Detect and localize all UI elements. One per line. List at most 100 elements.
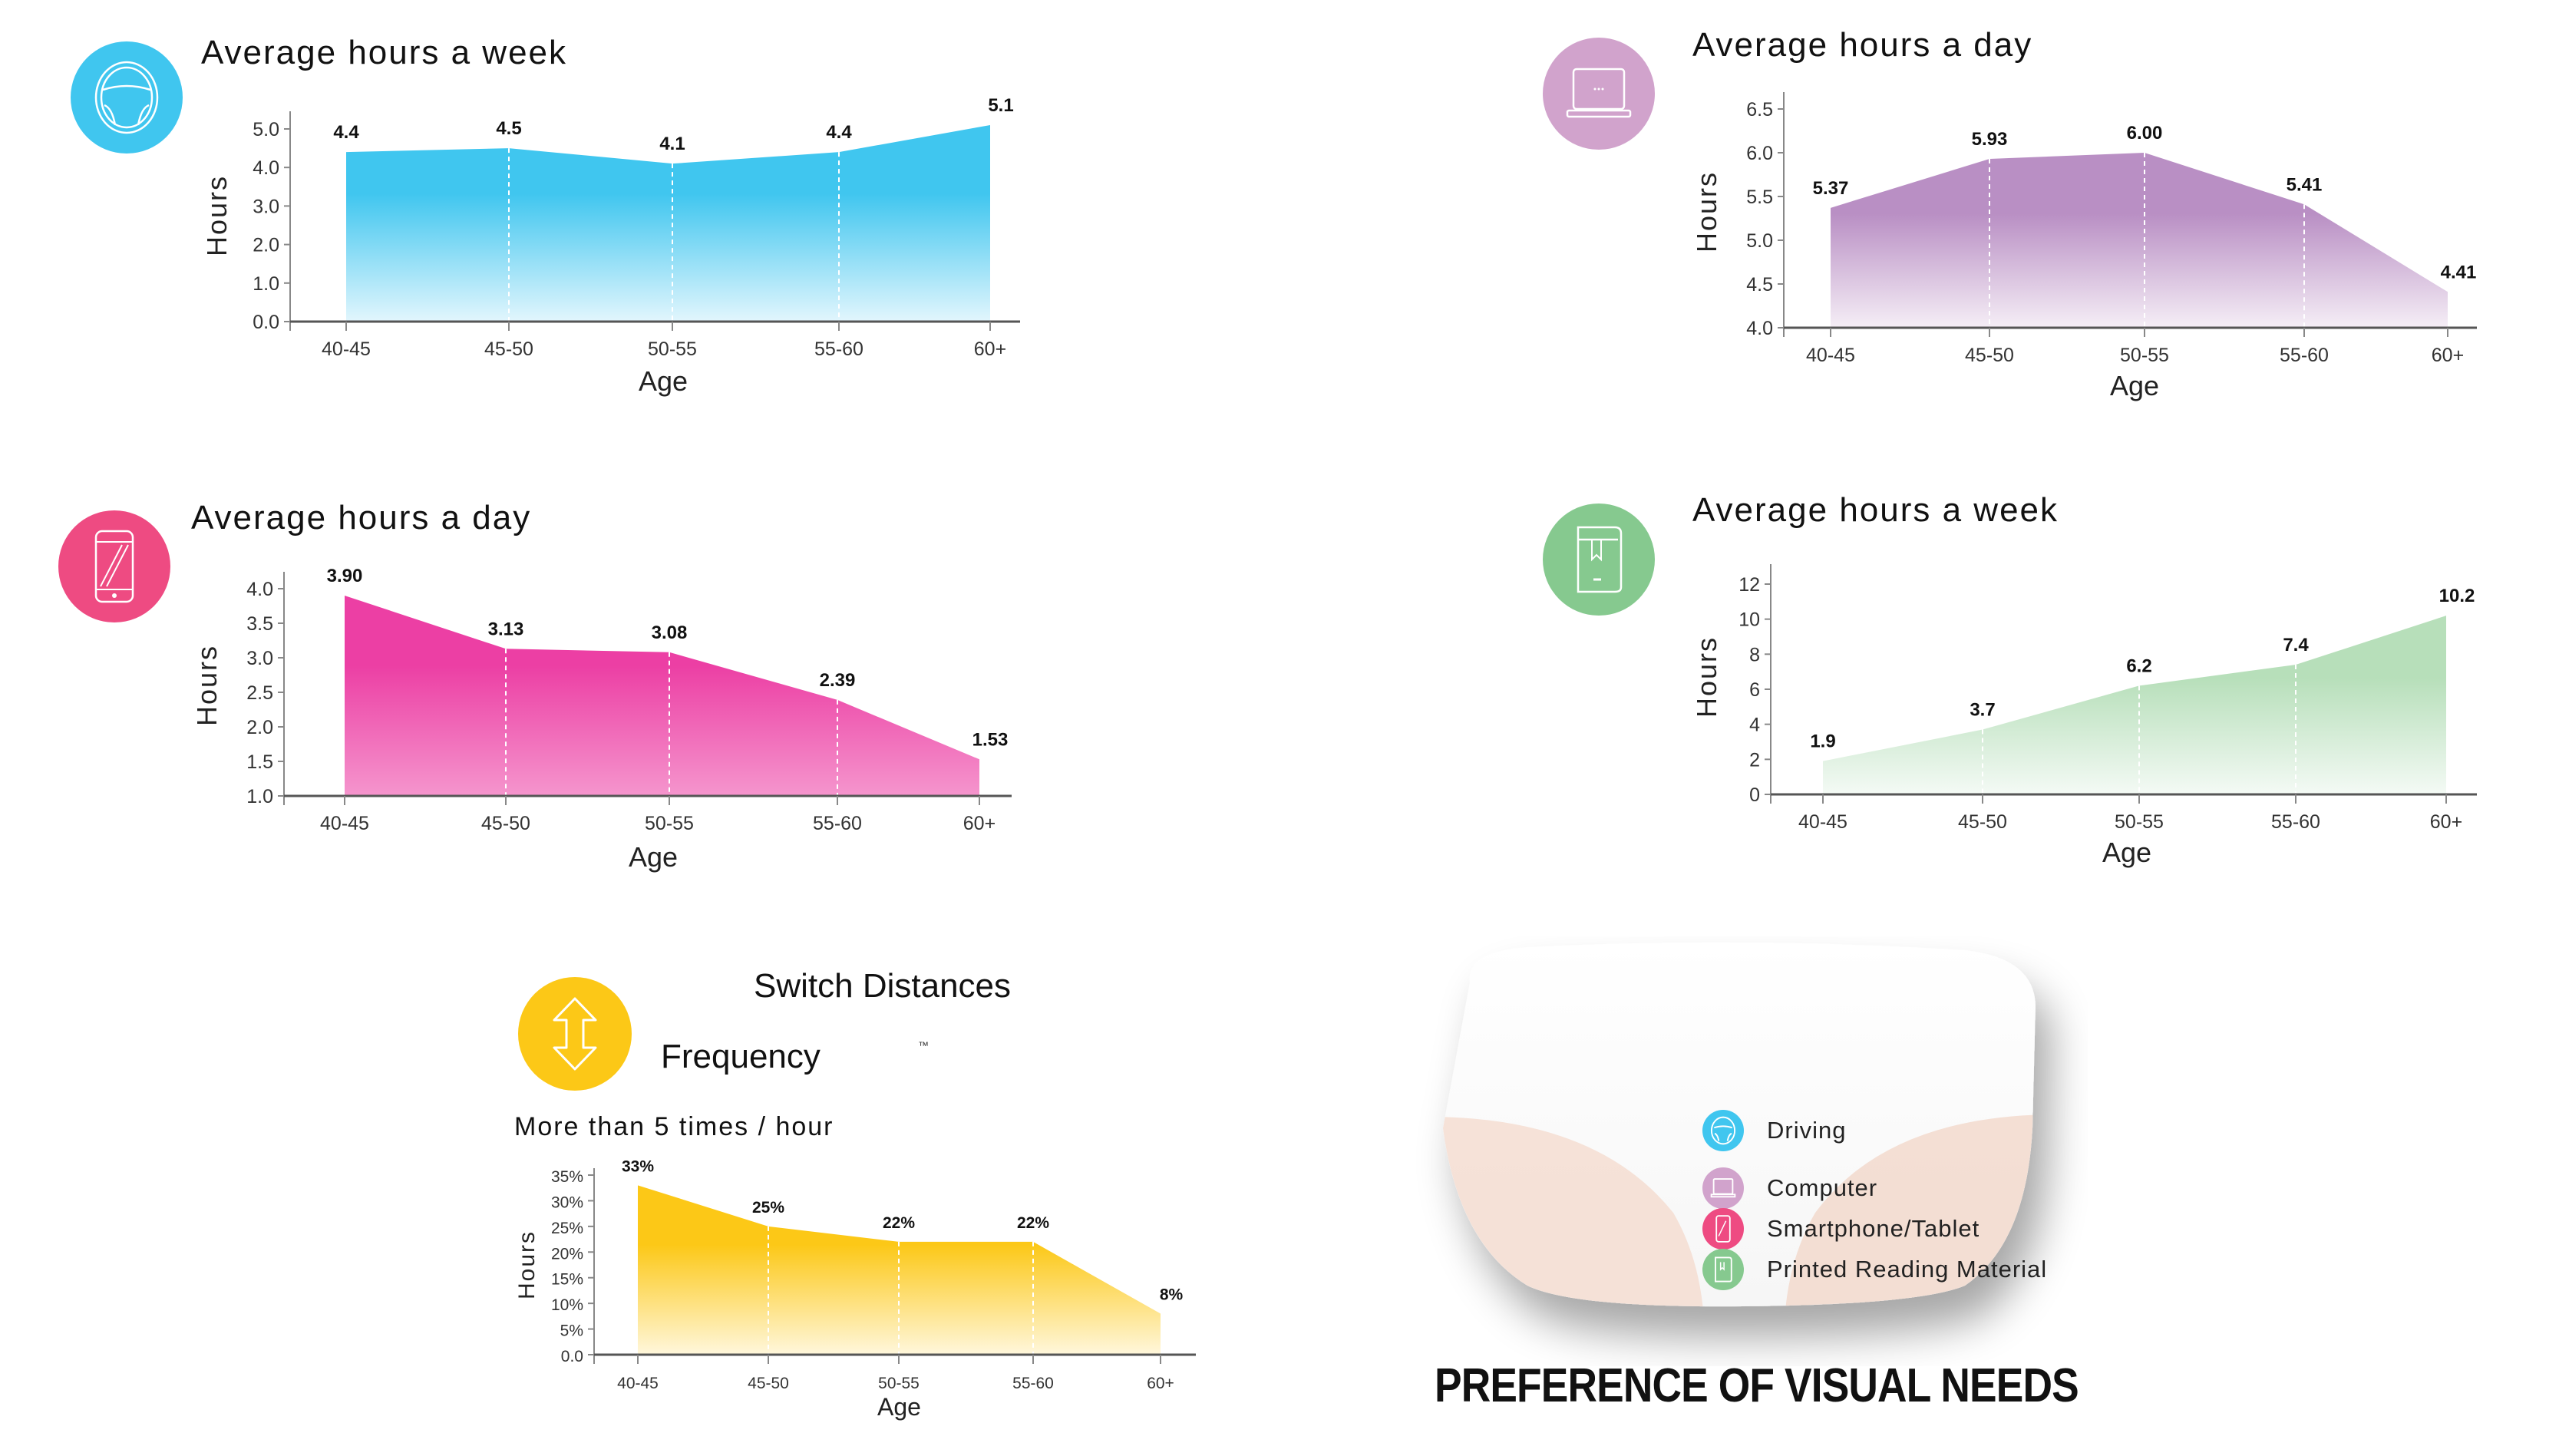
y-tick-label: 1.5 <box>246 751 273 773</box>
y-tick-label: 30% <box>551 1194 583 1211</box>
x-tick-label: 55-60 <box>2271 811 2320 833</box>
data-value-label: 4.5 <box>496 118 521 139</box>
data-value-label: 8% <box>1160 1286 1184 1304</box>
y-tick-label: 4.5 <box>1746 274 1773 295</box>
smartphone-x-axis-title: Age <box>629 841 679 873</box>
legend-item-reading: Printed Reading Material <box>1702 1249 2047 1290</box>
y-tick-label: 20% <box>551 1245 583 1263</box>
legend-item-computer: Computer <box>1702 1167 1877 1209</box>
x-tick-label: 60+ <box>2430 811 2462 833</box>
data-value-label: 3.90 <box>327 566 363 586</box>
y-tick-label: 5.0 <box>253 119 279 140</box>
y-tick-label: 12 <box>1738 574 1760 596</box>
trademark-symbol: ™ <box>918 1039 929 1052</box>
data-value-label: 33% <box>622 1157 654 1175</box>
x-tick-label: 60+ <box>1147 1375 1174 1392</box>
book-icon <box>1577 526 1623 593</box>
y-tick-label: 5% <box>560 1322 583 1340</box>
x-tick-label: 60+ <box>963 813 996 834</box>
data-value-label: 7.4 <box>2283 635 2309 655</box>
data-value-label: 3.08 <box>652 622 688 643</box>
switch-chart-subtitle: Frequency <box>661 1038 821 1075</box>
y-tick-label: 1.0 <box>253 273 279 295</box>
data-value-label: 1.9 <box>1810 731 1835 752</box>
y-tick-label: 4.0 <box>246 579 273 600</box>
vertical-arrows-icon <box>553 997 597 1071</box>
data-value-label: 5.93 <box>1972 129 2008 150</box>
book-icon <box>1715 1256 1732 1283</box>
data-value-label: 22% <box>1017 1214 1049 1232</box>
data-value-label: 4.1 <box>659 134 685 154</box>
smartphone-chart-title: Average hours a day <box>191 499 532 537</box>
legend-driving-dot <box>1702 1110 1744 1151</box>
x-tick-label: 40-45 <box>320 813 369 834</box>
data-value-label: 5.37 <box>1813 178 1849 199</box>
reading-area <box>1823 616 2446 794</box>
y-tick-label: 10 <box>1738 609 1760 631</box>
data-value-label: 4.41 <box>2441 262 2477 282</box>
smartphone-icon <box>1715 1215 1731 1243</box>
y-tick-label: 6.5 <box>1746 99 1773 121</box>
x-tick-label: 60+ <box>974 338 1006 360</box>
driving-chart-title: Average hours a week <box>201 34 568 71</box>
x-tick-label: 50-55 <box>878 1375 920 1392</box>
data-value-label: 4.4 <box>333 122 359 143</box>
steering-wheel-icon <box>1710 1116 1736 1145</box>
x-tick-label: 50-55 <box>648 338 697 360</box>
smartphone-icon-circle <box>58 510 170 622</box>
data-value-label: 22% <box>883 1214 915 1232</box>
laptop-icon <box>1566 68 1632 118</box>
legend-computer-dot <box>1702 1167 1744 1209</box>
legend-label-smartphone: Smartphone/Tablet <box>1767 1215 1980 1242</box>
x-tick-label: 50-55 <box>2120 345 2169 366</box>
lens-illustration <box>1443 942 2036 1307</box>
x-tick-label: 55-60 <box>1012 1375 1054 1392</box>
y-tick-label: 10% <box>551 1296 583 1314</box>
y-tick-label: 4.0 <box>253 157 279 179</box>
y-tick-label: 0.0 <box>561 1348 583 1365</box>
y-tick-label: 25% <box>551 1220 583 1237</box>
y-tick-label: 5.5 <box>1746 187 1773 208</box>
data-value-label: 10.2 <box>2439 586 2475 606</box>
smartphone-icon <box>94 530 134 603</box>
y-tick-label: 0 <box>1749 784 1760 806</box>
computer-icon-circle <box>1543 38 1655 150</box>
legend-reading-dot <box>1702 1249 1744 1290</box>
y-tick-label: 2.0 <box>253 235 279 256</box>
y-tick-label: 15% <box>551 1271 583 1289</box>
legend-label-computer: Computer <box>1767 1174 1878 1201</box>
legend-item-driving: Driving <box>1702 1110 1846 1151</box>
driving-icon-circle <box>71 41 183 154</box>
computer-x-axis-title: Age <box>2110 370 2160 401</box>
reading-chart-title: Average hours a week <box>1692 491 2059 529</box>
reading-x-axis-title: Age <box>2102 837 2152 868</box>
x-tick-label: 45-50 <box>1965 345 2014 366</box>
legend-smartphone-dot <box>1702 1208 1744 1250</box>
x-tick-label: 40-45 <box>617 1375 659 1392</box>
y-tick-label: 6 <box>1749 679 1760 701</box>
data-value-label: 3.7 <box>1970 700 1995 721</box>
data-value-label: 5.1 <box>988 95 1013 116</box>
y-tick-label: 8 <box>1749 644 1760 665</box>
legend-item-smartphone: Smartphone/Tablet <box>1702 1208 1980 1250</box>
laptop-icon <box>1710 1178 1736 1198</box>
legend-label-driving: Driving <box>1767 1117 1847 1144</box>
x-tick-label: 50-55 <box>2115 811 2164 833</box>
y-tick-label: 3.5 <box>246 613 273 635</box>
switch-chart-caption: More than 5 times / hour <box>514 1112 834 1141</box>
data-value-label: 25% <box>752 1199 784 1217</box>
x-tick-label: 50-55 <box>645 813 694 834</box>
data-value-label: 6.2 <box>2126 655 2151 676</box>
x-tick-label: 45-50 <box>748 1375 789 1392</box>
reading-icon-circle <box>1543 503 1655 616</box>
x-tick-label: 45-50 <box>1958 811 2007 833</box>
data-value-label: 5.41 <box>2287 174 2323 195</box>
driving-x-axis-title: Age <box>639 365 688 397</box>
x-tick-label: 55-60 <box>814 338 863 360</box>
y-tick-label: 2.0 <box>246 717 273 738</box>
y-tick-label: 6.0 <box>1746 143 1773 164</box>
data-value-label: 1.53 <box>972 729 1009 750</box>
